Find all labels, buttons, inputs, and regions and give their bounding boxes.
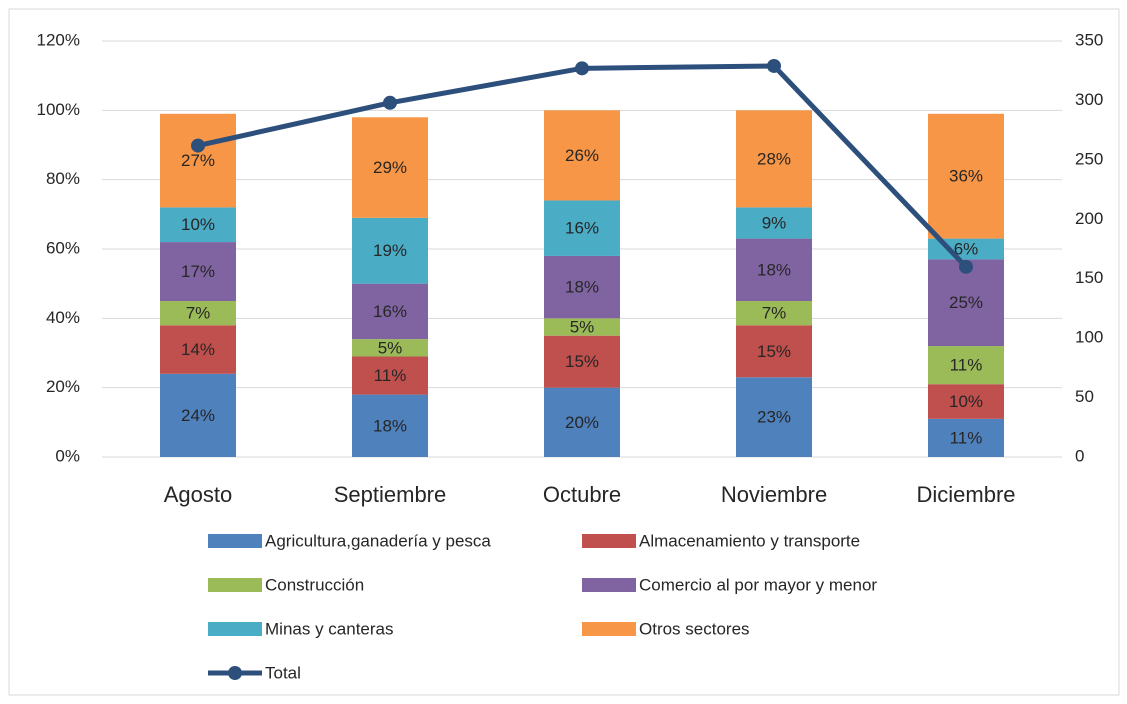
bar-segment [544,318,620,336]
data-label: 24% [181,406,215,425]
legend-label: Agricultura,ganadería y pesca [265,531,491,550]
data-label: 11% [950,428,983,447]
x-tick-label: Septiembre [334,482,447,507]
bar-segment [544,110,620,201]
legend-marker [228,666,242,680]
line-marker [959,259,973,274]
data-label: 27% [181,151,215,170]
data-label: 19% [373,241,407,260]
data-label: 7% [186,304,211,323]
x-tick-label: Noviembre [721,482,827,507]
bar-segment [160,325,236,374]
legend-label: Otros sectores [639,619,750,638]
data-label: 29% [373,158,407,177]
data-label: 17% [181,262,215,281]
bar-segment [736,325,812,378]
y2-tick-label: 50 [1075,387,1094,406]
y2-tick-label: 300 [1075,90,1103,109]
data-label: 28% [757,149,791,168]
bar-segment [352,283,428,340]
legend-label: Comercio al por mayor y menor [639,575,877,594]
bar-segment [160,242,236,301]
legend-swatch [208,578,262,592]
bar-segment [736,207,812,239]
bar-segment [352,394,428,457]
data-label: 15% [565,352,599,371]
bar-segment [928,346,1004,385]
data-label: 16% [373,302,407,321]
bar-segment [160,373,236,457]
data-label: 25% [949,293,983,312]
legend-swatch [582,578,636,592]
legend-label: Almacenamiento y transporte [639,531,860,550]
legend-swatch [582,622,636,636]
data-label: 5% [570,317,595,336]
data-label: 7% [762,304,787,323]
bar-segment [352,117,428,218]
y-tick-label: 0% [55,446,80,465]
line-marker [767,58,781,73]
y2-tick-label: 150 [1075,268,1103,287]
data-label: 36% [949,167,983,186]
bar-segment [928,384,1004,419]
bar-segment [736,110,812,208]
legend-label: Total [265,663,301,682]
legend-label: Construcción [265,575,364,594]
bar-segment [928,113,1004,239]
y2-tick-label: 0 [1075,446,1084,465]
data-label: 23% [757,408,791,427]
y2-tick-label: 100 [1075,328,1103,347]
bar-segment [736,238,812,301]
data-label: 14% [181,340,215,359]
y-tick-label: 120% [37,30,80,49]
bar-segment [352,217,428,284]
bar-segment [352,356,428,395]
x-tick-label: Octubre [543,482,621,507]
bar-segment [736,377,812,457]
bar-segment [160,113,236,208]
data-label: 10% [181,215,215,234]
data-label: 5% [378,338,403,357]
data-label: 18% [757,260,791,279]
y-tick-label: 40% [46,308,80,327]
bar-segment [160,207,236,243]
data-label: 16% [565,219,599,238]
bar-segment [928,259,1004,347]
data-label: 11% [950,356,983,375]
y-tick-label: 80% [46,169,80,188]
y-tick-label: 20% [46,377,80,396]
y2-tick-label: 200 [1075,209,1103,228]
x-tick-label: Diciembre [916,482,1015,507]
bar-segment [160,301,236,326]
data-label: 6% [954,239,979,258]
legend-swatch [582,534,636,548]
data-label: 9% [762,213,787,232]
bar-segment [928,418,1004,457]
x-tick-label: Agosto [164,482,233,507]
bar-segment [544,335,620,388]
line-marker [575,61,589,76]
data-label: 20% [565,413,599,432]
data-label: 26% [565,146,599,165]
bar-segment [544,200,620,256]
data-label: 11% [374,366,407,385]
data-label: 18% [565,278,599,297]
data-label: 18% [373,416,407,435]
bar-segment [544,255,620,319]
legend-swatch [208,534,262,548]
data-label: 15% [757,342,791,361]
bar-segment [352,339,428,357]
legend-swatch [208,622,262,636]
y2-tick-label: 250 [1075,149,1103,168]
data-label: 10% [949,392,983,411]
line-marker [383,95,397,110]
y-tick-label: 100% [37,100,80,119]
bar-segment [544,387,620,457]
y-tick-label: 60% [46,238,80,257]
legend-label: Minas y canteras [265,619,394,638]
y2-tick-label: 350 [1075,30,1103,49]
line-marker [191,138,205,153]
bar-segment [736,301,812,326]
